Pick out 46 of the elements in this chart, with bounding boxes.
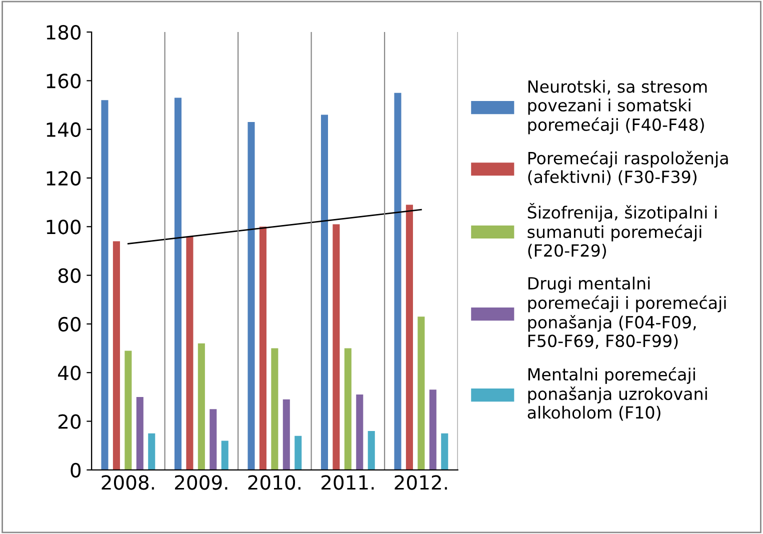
- bar: [418, 316, 425, 470]
- legend-label: Šizofrenija, šizotipalni i sumanuti poremećaji (F20-F29): [528, 203, 717, 259]
- legend-label: Mentalni poremećaji ponašanja uzrokovani alkoholom (F10): [528, 367, 707, 421]
- bar: [294, 436, 302, 470]
- bar: [282, 399, 290, 470]
- bar: [124, 350, 132, 470]
- legend-label: Drugi mentalni poremećaji i poremećaji ponašanja (F04-F09, F50-F69, F80-F99): [528, 276, 726, 350]
- y-tick-label: 60: [58, 316, 81, 332]
- y-tick-label: 160: [46, 74, 81, 88]
- y-tick-label: 140: [46, 122, 81, 138]
- y-tick-label: 20: [58, 414, 81, 429]
- bar: [148, 433, 156, 470]
- bar: [221, 440, 228, 470]
- x-tick-label: 2010.: [248, 475, 300, 490]
- y-tick-label: 0: [70, 462, 81, 478]
- x-tick-label: 2012.: [394, 475, 447, 490]
- bar: [271, 348, 278, 470]
- bar: [429, 390, 436, 470]
- bar: [368, 430, 375, 470]
- x-tick-label: 2008.: [102, 475, 154, 490]
- bar: [136, 396, 144, 470]
- bar: [441, 433, 448, 470]
- bar: [101, 100, 108, 470]
- x-tick-label: 2011.: [322, 475, 374, 490]
- bar: [259, 226, 266, 470]
- bar: [320, 114, 328, 470]
- bar: [344, 348, 352, 470]
- bar: [248, 122, 255, 470]
- bar: [406, 204, 413, 470]
- legend-label: Neurotski, sa stresom povezani i somatski poremećaji (F40-F48): [528, 80, 707, 134]
- y-tick-label: 120: [46, 170, 81, 186]
- bar: [186, 236, 194, 470]
- y-tick-label: 40: [58, 366, 81, 380]
- bar: [394, 92, 402, 470]
- bar: [356, 394, 364, 470]
- bar: [112, 241, 120, 470]
- x-tick-label: 2009.: [175, 475, 228, 490]
- bar: [210, 409, 217, 470]
- bar: [174, 98, 182, 470]
- bar: [198, 343, 205, 470]
- legend-label: Poremećaji raspoloženja (afektivni) (F30-F39): [528, 150, 728, 186]
- y-tick-label: 100: [46, 220, 81, 234]
- line-series: [127, 208, 422, 244]
- bar: [332, 224, 340, 470]
- y-tick-label: 180: [46, 24, 81, 40]
- y-tick-label: 80: [58, 268, 81, 283]
